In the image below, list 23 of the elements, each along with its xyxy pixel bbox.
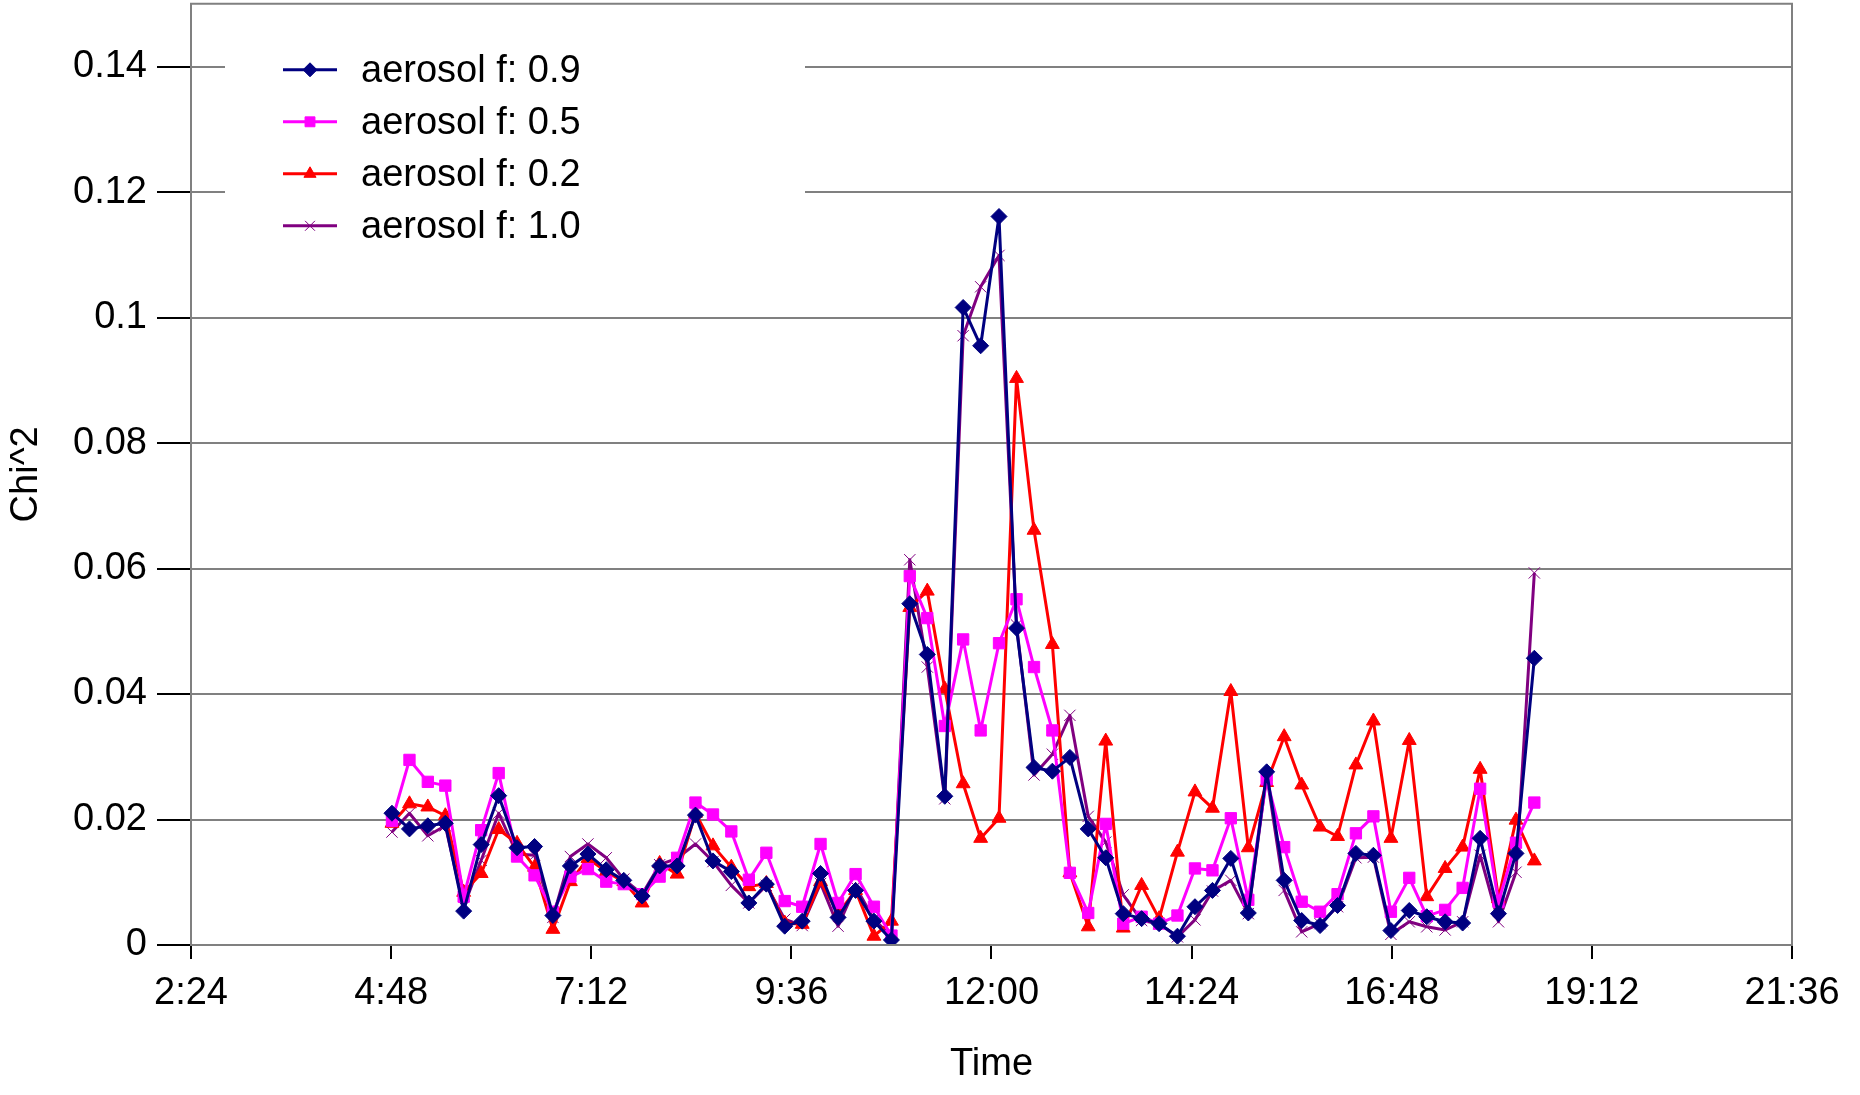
x-tick-label: 7:12 (554, 970, 629, 1013)
legend-label: aerosol f: 0.9 (361, 48, 581, 91)
y-tick-label: 0.02 (73, 795, 147, 838)
y-tick-label: 0.14 (73, 43, 147, 86)
x-tick-label: 12:00 (943, 970, 1040, 1013)
y-tick-label: 0.12 (73, 168, 147, 211)
y-tick-label: 0.08 (73, 419, 147, 462)
y-tick-label: 0.06 (73, 545, 147, 587)
x-tick-label: 4:48 (354, 970, 429, 1013)
legend-label: aerosol f: 0.2 (361, 152, 581, 195)
y-tick-label: 0 (125, 921, 147, 964)
y-tick-label: 0.04 (73, 670, 147, 713)
x-tick-label: 21:36 (1744, 970, 1840, 1013)
x-tick-label: 14:24 (1144, 970, 1240, 1013)
x-tick-label: 19:12 (1544, 970, 1640, 1013)
x-tick-label: 2:24 (154, 970, 228, 1013)
x-tick-label: 16:48 (1344, 970, 1440, 1013)
legend-label: aerosol f: 1.0 (361, 204, 581, 247)
y-axis-title: Chi^2 (3, 426, 46, 523)
y-tick-label: 0.1 (94, 294, 147, 337)
x-tick-label: 9:36 (754, 970, 829, 1013)
legend-label: aerosol f: 0.5 (361, 100, 581, 143)
x-axis-title: Time (949, 1040, 1034, 1083)
